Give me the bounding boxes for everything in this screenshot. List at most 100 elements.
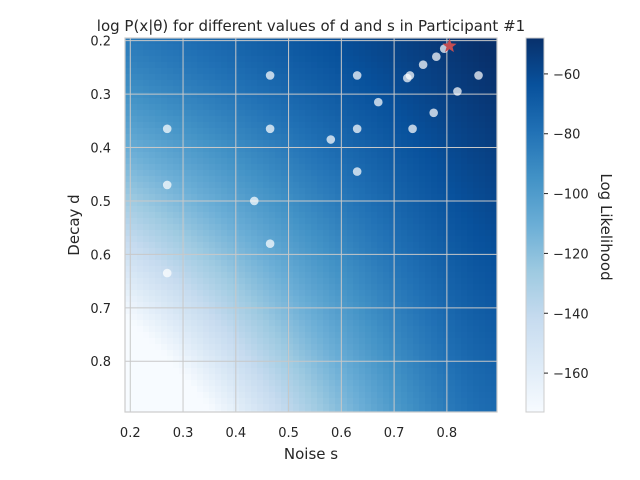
heatmap-cell <box>395 68 402 75</box>
heatmap-cell <box>395 308 402 315</box>
heatmap-cell <box>257 86 264 93</box>
heatmap-cell <box>437 164 444 171</box>
heatmap-cell <box>491 344 497 351</box>
heatmap-cell <box>455 146 462 153</box>
heatmap-cell <box>341 92 348 99</box>
heatmap-cell <box>473 368 480 375</box>
heatmap-cell <box>137 404 144 411</box>
heatmap-cell <box>383 314 390 321</box>
heatmap-cell <box>167 206 174 213</box>
heatmap-cell <box>161 170 168 177</box>
heatmap-cell <box>329 194 336 201</box>
heatmap-cell <box>209 290 216 297</box>
heatmap-cell <box>359 224 366 231</box>
heatmap-cell <box>179 410 186 412</box>
heatmap-cell <box>143 140 150 147</box>
heatmap-cell <box>275 368 282 375</box>
heatmap-cell <box>359 296 366 303</box>
heatmap-cell <box>329 176 336 183</box>
heatmap-cell <box>329 326 336 333</box>
heatmap-cell <box>323 158 330 165</box>
heatmap-cell <box>149 152 156 159</box>
heatmap-cell <box>491 410 497 412</box>
heatmap-cell <box>257 116 264 123</box>
heatmap-cell <box>251 206 258 213</box>
heatmap-cell <box>491 356 497 363</box>
heatmap-cell <box>389 296 396 303</box>
heatmap-cell <box>383 308 390 315</box>
heatmap-cell <box>203 230 210 237</box>
heatmap-cell <box>179 134 186 141</box>
heatmap-cell <box>209 152 216 159</box>
heatmap-cell <box>167 56 174 63</box>
heatmap-cell <box>131 68 138 75</box>
heatmap-cell <box>185 182 192 189</box>
heatmap-cell <box>257 392 264 399</box>
heatmap-cell <box>155 212 162 219</box>
heatmap-cell <box>221 326 228 333</box>
heatmap-cell <box>455 200 462 207</box>
heatmap-cell <box>365 80 372 87</box>
heatmap-cell <box>161 284 168 291</box>
heatmap-cell <box>239 296 246 303</box>
heatmap-cell <box>311 308 318 315</box>
heatmap-cell <box>269 272 276 279</box>
heatmap-cell <box>179 182 186 189</box>
heatmap-cell <box>449 368 456 375</box>
heatmap-cell <box>305 362 312 369</box>
heatmap-cell <box>461 338 468 345</box>
heatmap-cell <box>485 224 492 231</box>
heatmap-cell <box>467 206 474 213</box>
heatmap-cell <box>263 266 270 273</box>
heatmap-cell <box>287 290 294 297</box>
heatmap-cell <box>329 182 336 189</box>
heatmap-cell <box>167 170 174 177</box>
heatmap-cell <box>347 362 354 369</box>
heatmap-cell <box>149 254 156 261</box>
heatmap-cell <box>221 56 228 63</box>
heatmap-cell <box>371 134 378 141</box>
heatmap-cell <box>215 236 222 243</box>
heatmap-cell <box>167 74 174 81</box>
heatmap-cell <box>221 410 228 412</box>
heatmap-cell <box>143 320 150 327</box>
heatmap-cell <box>257 344 264 351</box>
heatmap-cell <box>431 350 438 357</box>
heatmap-cell <box>353 272 360 279</box>
heatmap-cell <box>335 146 342 153</box>
heatmap-cell <box>437 134 444 141</box>
heatmap-cell <box>287 344 294 351</box>
heatmap-cell <box>245 290 252 297</box>
heatmap-cell <box>305 248 312 255</box>
heatmap-cell <box>413 404 420 411</box>
heatmap-cell <box>329 80 336 87</box>
heatmap-cell <box>245 116 252 123</box>
sample-point <box>265 71 275 80</box>
heatmap-cell <box>413 260 420 267</box>
heatmap-cell <box>203 344 210 351</box>
sample-point <box>352 124 362 134</box>
heatmap-cell <box>257 386 264 393</box>
heatmap-cell <box>131 170 138 177</box>
heatmap-cell <box>125 320 132 327</box>
heatmap-cell <box>185 290 192 297</box>
heatmap-cell <box>419 386 426 393</box>
heatmap-cell <box>455 398 462 405</box>
heatmap-cell <box>299 128 306 135</box>
heatmap-cell <box>155 146 162 153</box>
heatmap-cell <box>485 86 492 93</box>
heatmap-cell <box>173 326 180 333</box>
heatmap-cell <box>269 284 276 291</box>
heatmap-cell <box>407 170 414 177</box>
heatmap-cell <box>335 200 342 207</box>
heatmap-cell <box>467 44 474 51</box>
heatmap-cell <box>221 152 228 159</box>
heatmap-cell <box>359 194 366 201</box>
heatmap-cell <box>311 224 318 231</box>
heatmap-cell <box>287 296 294 303</box>
heatmap-cell <box>431 92 438 99</box>
heatmap-cell <box>449 326 456 333</box>
heatmap-cell <box>131 260 138 267</box>
heatmap-cell <box>455 332 462 339</box>
heatmap-cell <box>305 80 312 87</box>
